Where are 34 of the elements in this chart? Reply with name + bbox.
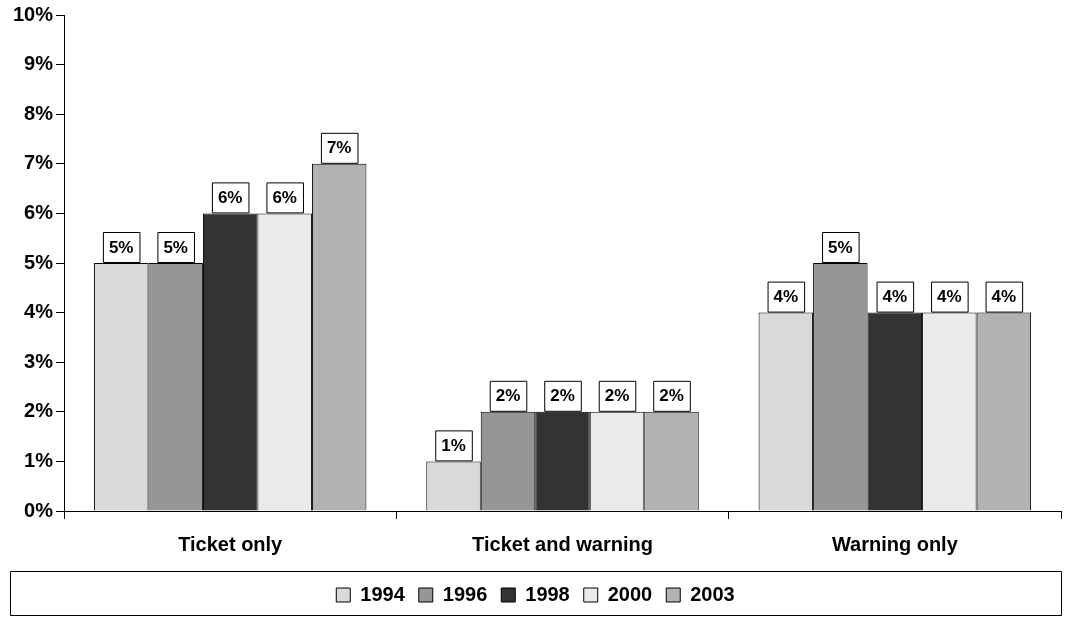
- data-label: 2%: [495, 386, 521, 406]
- y-tick-label: 2%: [24, 399, 54, 422]
- y-tick-label: 10%: [13, 2, 54, 25]
- x-tick-label: Warning only: [831, 532, 959, 555]
- y-tick-label: 7%: [24, 151, 54, 174]
- data-label: 4%: [773, 287, 799, 307]
- data-label: 4%: [991, 287, 1017, 307]
- data-label: 6%: [217, 188, 243, 208]
- legend-label: 1996: [442, 582, 488, 605]
- y-tick-label: 4%: [24, 300, 54, 323]
- y-tick-label: 8%: [24, 101, 54, 124]
- y-tick-label: 6%: [24, 200, 54, 223]
- x-tick-label: Ticket and warning: [472, 532, 653, 555]
- data-label: 6%: [272, 188, 297, 208]
- legend-label: 2003: [690, 582, 735, 605]
- data-label: 2%: [659, 386, 684, 406]
- y-tick-label: 1%: [24, 448, 54, 471]
- data-label: 2%: [550, 386, 575, 406]
- y-tick-label: 0%: [24, 498, 54, 521]
- y-tick-label: 9%: [24, 52, 54, 75]
- legend-label: 1998: [525, 582, 570, 605]
- y-tick-label: 3%: [24, 349, 54, 372]
- data-label: 2%: [604, 386, 630, 406]
- y-tick-label: 5%: [24, 250, 54, 273]
- data-label: 5%: [163, 237, 188, 257]
- legend-label: 1994: [360, 582, 406, 605]
- data-label: 5%: [828, 237, 853, 257]
- data-label: 7%: [326, 138, 352, 158]
- data-label: 4%: [937, 287, 962, 307]
- data-label: 4%: [882, 287, 908, 307]
- data-label: 5%: [108, 237, 134, 257]
- x-tick-label: Ticket only: [178, 532, 284, 555]
- data-label: 1%: [441, 436, 466, 456]
- legend-label: 2000: [607, 582, 653, 605]
